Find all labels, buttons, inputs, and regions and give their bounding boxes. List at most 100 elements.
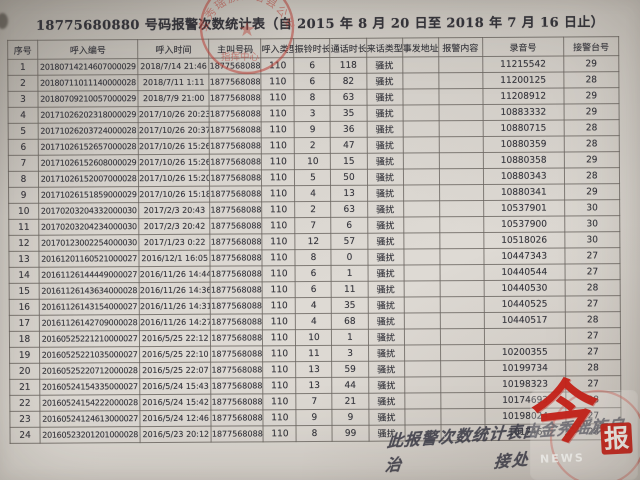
cell: 2016/12/1 16:05 <box>139 250 211 267</box>
cell: 骚扰 <box>367 216 404 234</box>
cell: 5 <box>294 169 332 186</box>
cell: 10440530 <box>483 280 566 297</box>
cell <box>403 296 440 313</box>
cell: 99 <box>332 425 369 442</box>
cell: 20161126144449000027 <box>39 266 140 284</box>
cell: 20170203204332000030 <box>38 202 139 220</box>
cell <box>402 72 439 89</box>
cell: 骚扰 <box>366 120 403 138</box>
cell: 63 <box>330 89 367 106</box>
cell: 20171026152657000028 <box>38 138 139 156</box>
cell: 47 <box>330 137 367 154</box>
cell: 6 <box>8 139 39 156</box>
cell: 17 <box>9 315 40 332</box>
cell: 29 <box>563 103 620 121</box>
cell: 6 <box>294 57 331 74</box>
logo-char-jin: 今 <box>530 368 600 458</box>
column-header: 主叫号码 <box>208 38 262 59</box>
cell: 18775680880 <box>210 361 264 379</box>
cell: 10880715 <box>482 120 565 137</box>
cell <box>440 328 485 345</box>
cell: 骚扰 <box>366 136 403 154</box>
cell: 9 <box>296 409 333 426</box>
cell <box>484 328 566 345</box>
cell: 110 <box>262 313 296 330</box>
ink-smudge <box>0 13 8 29</box>
cell: 110 <box>261 169 295 186</box>
cell <box>402 104 439 121</box>
cell: 63 <box>331 201 368 218</box>
cell: 110 <box>263 377 297 394</box>
cell: 骚扰 <box>366 72 403 90</box>
cell: 18775680880 <box>211 377 264 395</box>
cell: 20160525221210000027 <box>39 330 140 348</box>
cell: 18775680880 <box>210 329 263 347</box>
cell: 110 <box>262 249 296 266</box>
cell: 2017/10/26 20:23 <box>138 106 210 123</box>
cell: 20171026202318000029 <box>38 106 139 124</box>
cell: 110 <box>263 409 297 426</box>
cell: 20171026151859000029 <box>38 186 139 204</box>
cell: 3 <box>7 91 39 108</box>
cell <box>438 72 483 89</box>
cell: 10880358 <box>483 152 565 169</box>
cell: 骚扰 <box>368 376 405 394</box>
cell: 19 <box>9 347 40 364</box>
cell: 2016/11/26 14:27 <box>139 314 211 331</box>
cell: 6 <box>294 73 331 90</box>
cell: 11 <box>295 345 333 362</box>
cell: 28 <box>564 279 621 297</box>
cell: 23 <box>9 411 41 428</box>
cell: 骚扰 <box>367 200 404 218</box>
cell: 2017/10/26 20:37 <box>138 122 210 139</box>
cell: 20180714214607000029 <box>37 58 139 76</box>
column-header: 呼入类型 <box>261 38 295 58</box>
cell: 18775680880 <box>210 265 263 283</box>
statistics-table: 序号 呼入编号 呼入时间 主叫号码 呼入类型 振铃时长 通话时长 来话类型 事发地址 报警内容 录音… <box>7 36 622 444</box>
cell: 10880343 <box>483 168 565 185</box>
cell: 20161126143154000027 <box>39 298 140 316</box>
cell <box>404 392 441 409</box>
cell: 20161126142709000028 <box>39 314 140 332</box>
cell <box>439 280 484 297</box>
cell <box>438 104 483 121</box>
cell: 20160524124613000027 <box>39 410 141 428</box>
handwriting-note-line2: 接处 <box>493 449 531 472</box>
cell: 2018/7/9 21:00 <box>138 90 210 107</box>
cell: 110 <box>261 137 295 154</box>
cell <box>439 216 484 233</box>
cell: 2018/7/11 1:11 <box>138 74 210 91</box>
cell: 4 <box>8 107 39 124</box>
cell: 11215542 <box>482 56 564 73</box>
cell: 10883332 <box>482 104 564 121</box>
cell: 2016/5/24 12:46 <box>140 410 212 427</box>
cell: 7 <box>295 217 332 234</box>
cell: 18775680880 <box>209 105 262 123</box>
cell: 2016/11/26 14:31 <box>139 298 211 315</box>
column-header: 来话类型 <box>366 37 403 58</box>
cell: 24 <box>10 427 41 444</box>
cell: 18775680880 <box>210 249 263 267</box>
cell <box>403 280 440 297</box>
cell: 11200125 <box>482 72 564 89</box>
column-header: 接警台号 <box>563 36 619 57</box>
cell: 20180709210057000029 <box>38 90 139 108</box>
logo-char-bao: 报 <box>600 422 633 455</box>
cell: 10447343 <box>483 248 565 265</box>
cell: 骚扰 <box>368 392 405 410</box>
cell <box>404 360 441 377</box>
cell: 11 <box>331 281 368 298</box>
cell: 10 <box>295 329 332 346</box>
cell: 4 <box>294 185 332 202</box>
cell: 13 <box>296 377 333 394</box>
column-header: 通话时长 <box>330 38 367 58</box>
cell: 35 <box>331 297 368 314</box>
cell: 2016/5/25 22:12 <box>139 330 211 347</box>
cell: 2016/5/25 22:10 <box>139 346 211 363</box>
cell: 1 <box>331 265 368 282</box>
cell <box>402 56 439 73</box>
cell: 2017/10/26 15:18 <box>138 186 210 203</box>
cell: 28 <box>563 71 619 89</box>
cell <box>438 152 484 169</box>
logo-news-text: NEWS <box>539 451 585 466</box>
